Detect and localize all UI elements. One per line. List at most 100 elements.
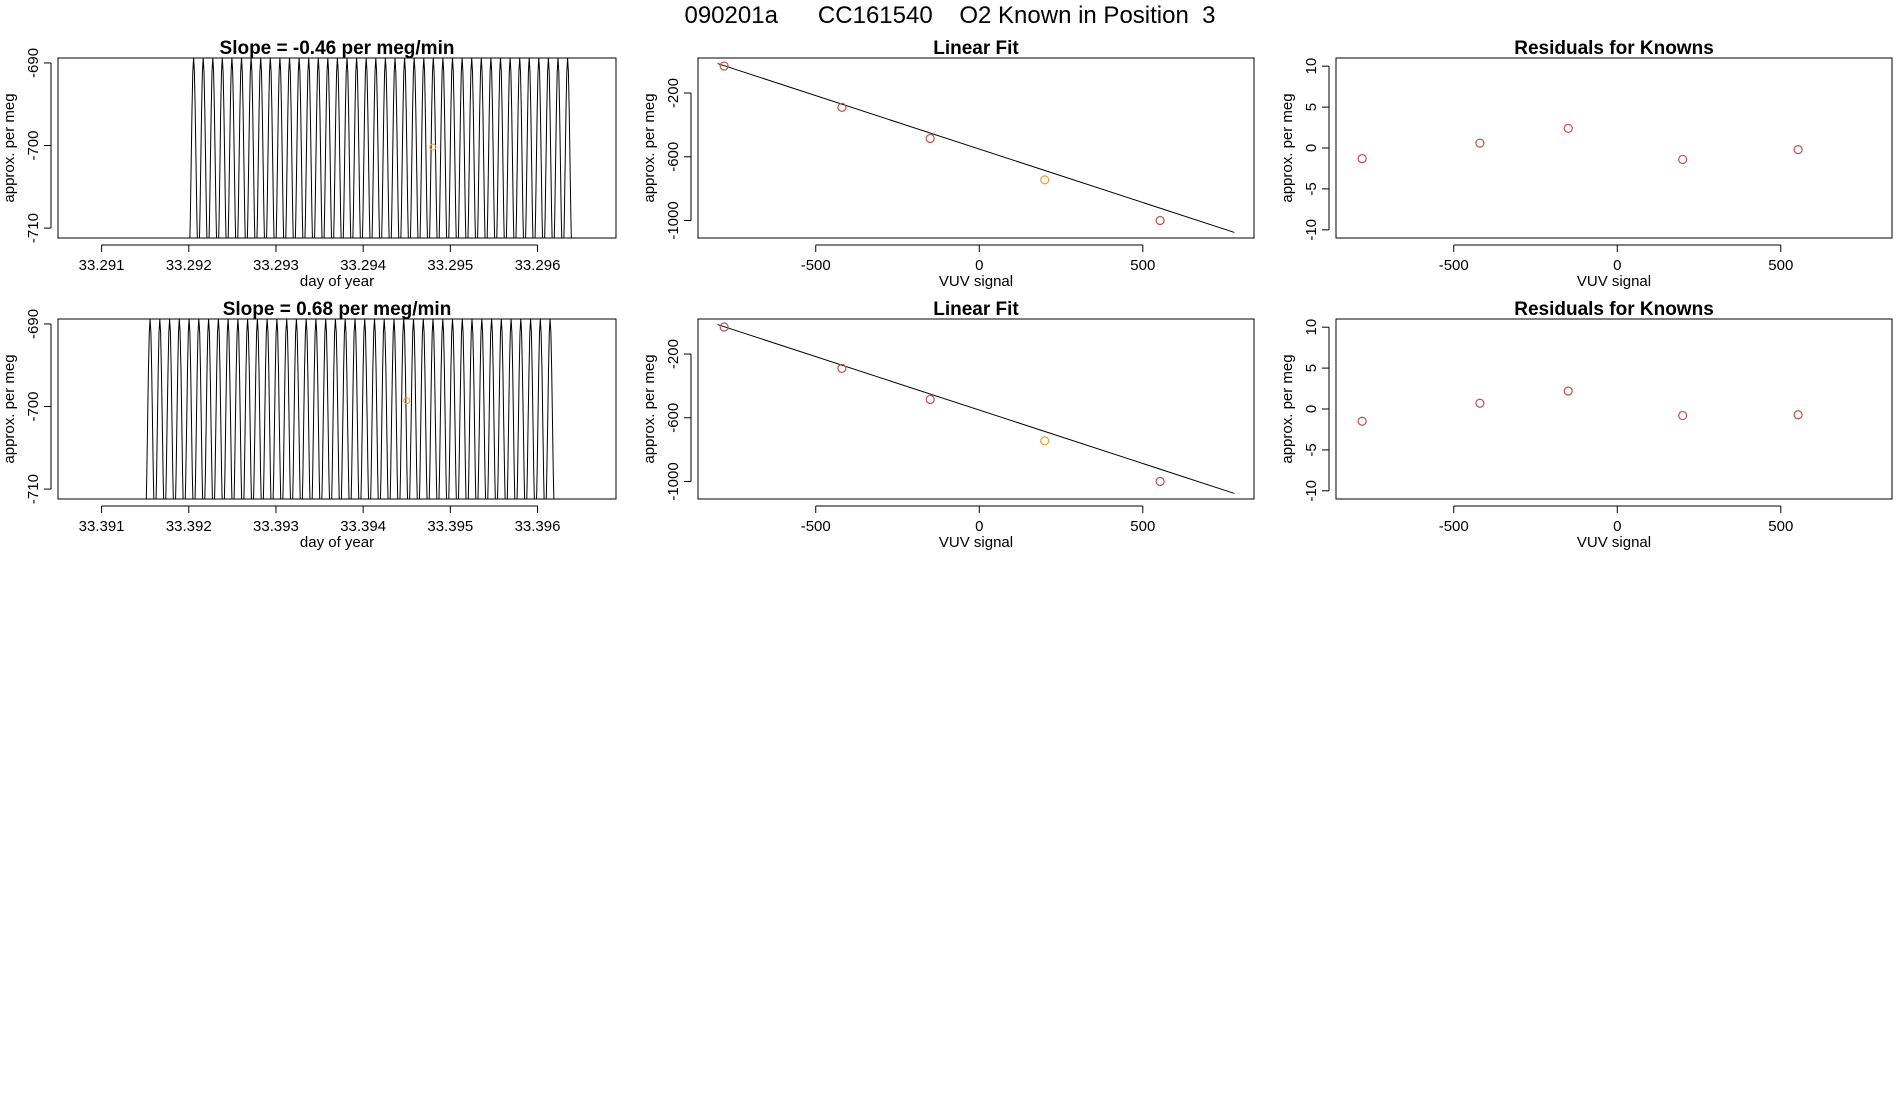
panel-top-right: Residuals for Knowns -500 0 500 VUV signal -1… xyxy=(1279,38,1893,290)
panel-bottom-right: Residuals for Knowns -500 0 500 VUV signal -1… xyxy=(1279,299,1893,551)
y-tick-label: -1000 xyxy=(665,462,682,500)
y-tick-label: -600 xyxy=(665,142,682,172)
y-axis-label: approx. per meg xyxy=(641,354,658,463)
data-point xyxy=(719,322,729,332)
x-tick-label: -500 xyxy=(1439,257,1469,274)
data-point xyxy=(1357,154,1367,164)
data-point xyxy=(1475,398,1485,408)
x-axis: 33.391 33.392 33.393 33.394 33.395 33.396 day … xyxy=(79,505,561,551)
x-tick-label: 500 xyxy=(1768,257,1793,274)
y-tick-label: -5 xyxy=(1303,182,1320,195)
y-tick-label: -10 xyxy=(1303,219,1320,241)
y-axis-label: approx. per meg xyxy=(1279,354,1296,463)
y-axis: -10 -5 0 5 10 approx. per meg xyxy=(1279,319,1330,502)
y-axis-label: approx. per meg xyxy=(641,93,658,202)
x-axis: -500 0 500 VUV signal xyxy=(801,244,1155,290)
y-axis-label: approx. per meg xyxy=(1,354,18,463)
chart-title: Slope = 0.68 per meg/min xyxy=(223,299,452,320)
data-point xyxy=(925,394,935,405)
x-tick-label: 33.295 xyxy=(427,257,473,274)
chart-title: Linear Fit xyxy=(933,299,1019,320)
y-axis-label: approx. per meg xyxy=(1,93,18,202)
x-tick-label: 500 xyxy=(1768,518,1793,535)
x-tick-label: 33.391 xyxy=(79,518,125,535)
series-line xyxy=(58,58,573,238)
y-axis: -1000 -600 -200 approx. per meg xyxy=(641,339,692,501)
x-axis: -500 0 500 VUV signal xyxy=(1439,244,1793,290)
x-tick-label: 33.394 xyxy=(340,518,386,535)
data-point xyxy=(1563,386,1573,396)
page-title: 090201a CC161540 O2 Known in Position 3 xyxy=(684,2,1216,29)
panel-top-middle: Linear Fit -500 0 500 VUV signal -1000 -600 -20… xyxy=(641,38,1255,290)
x-tick-label: 33.291 xyxy=(79,257,125,274)
x-axis-label: day of year xyxy=(300,534,374,551)
x-tick-label: 0 xyxy=(975,518,983,535)
x-axis: 33.291 33.292 33.293 33.294 33.295 33.296 day … xyxy=(79,244,561,290)
x-axis-label: day of year xyxy=(300,273,374,290)
data-point xyxy=(719,61,729,71)
x-axis: -500 0 500 VUV signal xyxy=(1439,505,1793,551)
highlight-point xyxy=(429,143,437,151)
data-point xyxy=(1155,215,1165,226)
plot-marks xyxy=(1357,386,1803,426)
y-tick-label: -200 xyxy=(665,339,682,369)
x-tick-label: 33.296 xyxy=(515,257,561,274)
plot-marks xyxy=(58,319,556,499)
plot-marks xyxy=(717,322,1235,494)
x-tick-label: -500 xyxy=(801,518,831,535)
data-point xyxy=(1563,123,1573,133)
x-axis-label: VUV signal xyxy=(939,534,1013,551)
y-tick-label: 0 xyxy=(1303,144,1320,152)
plot-marks xyxy=(58,58,573,238)
chart-title: Slope = -0.46 per meg/min xyxy=(220,38,455,59)
y-tick-label: 10 xyxy=(1303,319,1320,336)
x-tick-label: 33.292 xyxy=(166,257,212,274)
data-point xyxy=(1793,145,1803,155)
highlight-point xyxy=(403,397,411,405)
x-tick-label: 33.392 xyxy=(166,518,212,535)
data-point xyxy=(1678,154,1688,165)
x-tick-label: 0 xyxy=(1613,518,1621,535)
plot-frame xyxy=(57,318,617,500)
x-tick-label: 33.293 xyxy=(253,257,299,274)
y-tick-label: 10 xyxy=(1303,58,1320,75)
plot-frame xyxy=(697,318,1255,500)
data-point xyxy=(1040,436,1050,446)
plot-frame xyxy=(697,57,1255,239)
plot-marks xyxy=(1357,123,1803,165)
y-tick-label: -710 xyxy=(25,474,42,504)
x-tick-label: 33.294 xyxy=(340,257,386,274)
data-point xyxy=(1475,138,1485,148)
x-tick-label: 33.393 xyxy=(253,518,299,535)
x-tick-label: 0 xyxy=(1613,257,1621,274)
data-point xyxy=(1040,175,1050,185)
x-axis-label: VUV signal xyxy=(939,273,1013,290)
fit-line xyxy=(717,63,1235,233)
x-tick-label: -500 xyxy=(801,257,831,274)
data-point xyxy=(1793,410,1803,420)
x-tick-label: 33.395 xyxy=(427,518,473,535)
x-tick-label: 500 xyxy=(1130,518,1155,535)
chart-title: Residuals for Knowns xyxy=(1514,38,1714,59)
y-tick-label: 5 xyxy=(1303,103,1320,111)
y-tick-label: -700 xyxy=(25,392,42,422)
chart-title: Residuals for Knowns xyxy=(1514,299,1714,320)
y-tick-label: -700 xyxy=(25,131,42,161)
y-axis-label: approx. per meg xyxy=(1279,93,1296,202)
x-tick-label: 33.396 xyxy=(515,518,561,535)
y-axis: -710 -700 -690 approx. per meg xyxy=(1,48,52,243)
x-axis: -500 0 500 VUV signal xyxy=(801,505,1155,551)
y-axis: -1000 -600 -200 approx. per meg xyxy=(641,78,692,240)
fit-line xyxy=(717,324,1235,494)
plot-frame xyxy=(1335,318,1893,500)
data-point xyxy=(1155,476,1165,487)
x-tick-label: 500 xyxy=(1130,257,1155,274)
data-point xyxy=(1357,416,1367,426)
y-tick-label: 0 xyxy=(1303,405,1320,413)
panel-bottom-middle: Linear Fit -500 0 500 VUV signal -1000 -600 -20… xyxy=(641,299,1255,551)
x-axis-label: VUV signal xyxy=(1577,534,1651,551)
data-point xyxy=(1678,410,1688,421)
y-tick-label: 5 xyxy=(1303,364,1320,372)
y-tick-label: -690 xyxy=(25,309,42,339)
data-point xyxy=(837,102,847,112)
